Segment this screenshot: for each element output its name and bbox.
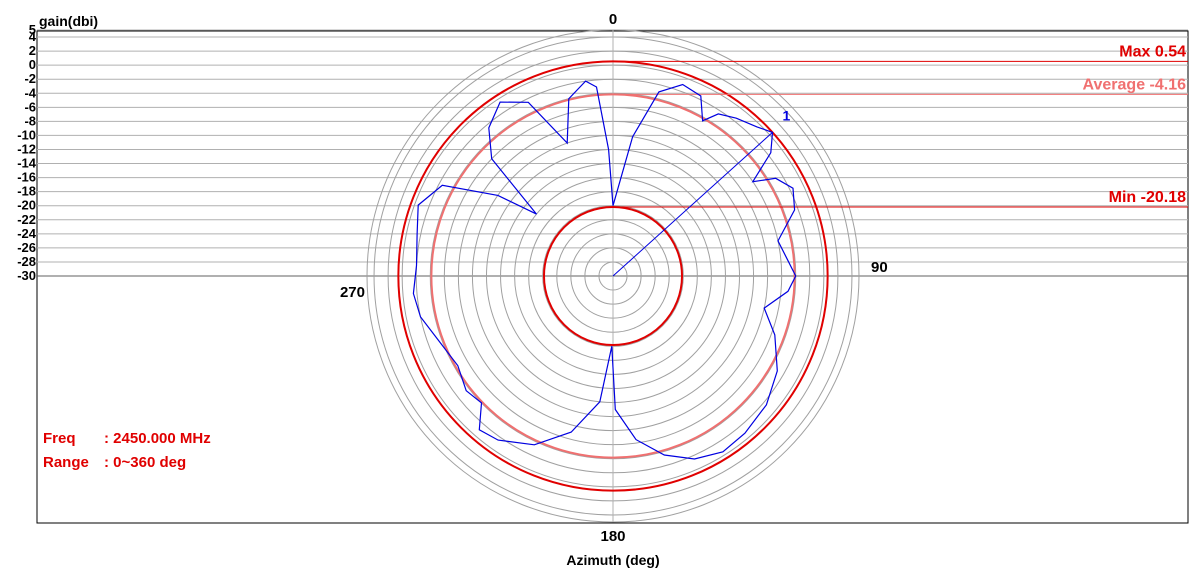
y-tick-label: 2 (29, 43, 36, 58)
gain-series (412, 80, 797, 460)
y-tick-label: 4 (29, 29, 37, 44)
y-tick-label: -30 (17, 268, 36, 283)
y-tick-label: -18 (17, 184, 36, 199)
labels-group: 5420-2-4-6-8-10-12-14-16-18-20-22-24-26-… (17, 11, 1186, 545)
angle-label-90: 90 (871, 259, 888, 276)
marker-label: 1 (783, 107, 791, 123)
y-tick-label: 5 (29, 22, 36, 37)
range-value: : 0~360 deg (104, 454, 186, 471)
y-tick-label: -20 (17, 198, 36, 213)
y-tick-label: -14 (17, 156, 37, 171)
average-label: Average -4.16 (1083, 76, 1187, 93)
y-tick-label: -26 (17, 240, 36, 255)
y-tick-label: -8 (24, 113, 36, 128)
y-tick-label: -4 (24, 85, 36, 100)
y-tick-label: -28 (17, 254, 36, 269)
angle-label-180: 180 (600, 528, 625, 545)
angle-label-270: 270 (340, 284, 365, 301)
stat-lines (397, 60, 1188, 492)
series-group (412, 80, 797, 460)
y-tick-label: -12 (17, 141, 36, 156)
max-label: Max 0.54 (1119, 43, 1186, 60)
y-tick-label: -22 (17, 212, 36, 227)
min-label: Min -20.18 (1109, 189, 1186, 206)
freq-label: Freq (43, 430, 76, 447)
y-tick-label: -6 (24, 99, 36, 114)
y-tick-label: -2 (24, 71, 36, 86)
marker-line (612, 131, 773, 277)
y-tick-label: -10 (17, 127, 36, 142)
y-tick-label: -24 (17, 226, 37, 241)
x-axis-label: Azimuth (deg) (566, 552, 659, 568)
y-tick-label: -16 (17, 170, 36, 185)
y-tick-label: 0 (29, 57, 36, 72)
angle-label-0: 0 (609, 11, 617, 28)
range-label: Range (43, 454, 89, 471)
freq-value: : 2450.000 MHz (104, 430, 211, 447)
y-axis-label: gain(dbi) (39, 13, 98, 29)
